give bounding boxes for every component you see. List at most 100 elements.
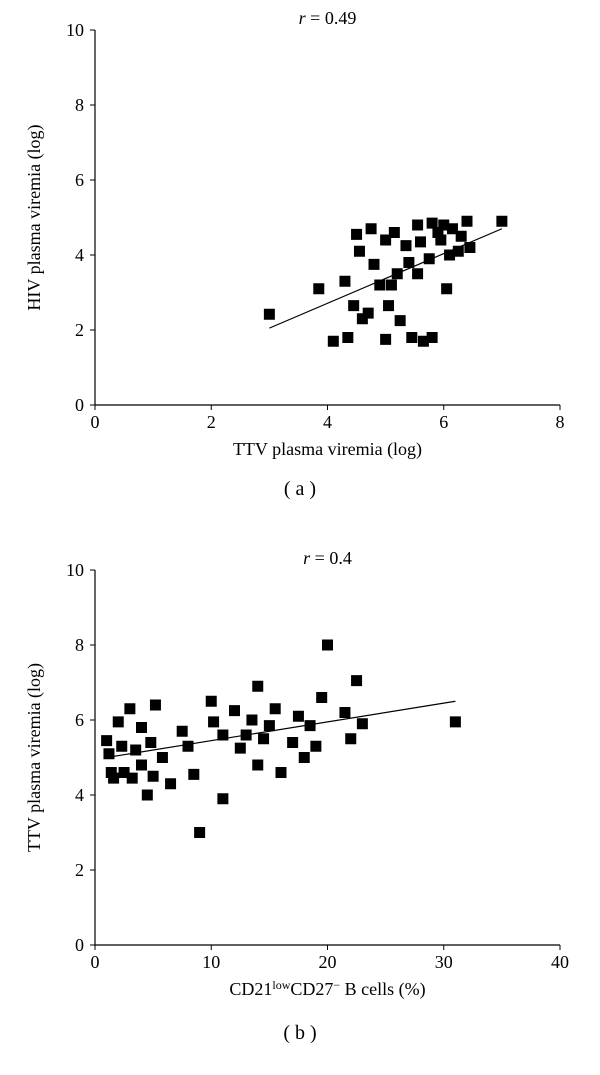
y-tick-label: 6 <box>75 710 84 730</box>
panel-a-svg: 024680246810r = 0.49HIV plasma viremia (… <box>0 0 600 500</box>
x-tick-label: 40 <box>551 952 569 972</box>
data-point <box>217 730 228 741</box>
data-point <box>148 771 159 782</box>
data-point <box>424 253 435 264</box>
data-point <box>235 743 246 754</box>
data-point <box>206 696 217 707</box>
data-point <box>299 752 310 763</box>
r-value: r = 0.49 <box>299 8 357 28</box>
y-tick-label: 2 <box>75 860 84 880</box>
panel-b-label: ( b ) <box>0 1022 600 1045</box>
data-point <box>101 735 112 746</box>
data-point <box>136 722 147 733</box>
data-point <box>313 283 324 294</box>
data-point <box>229 705 240 716</box>
data-point <box>351 229 362 240</box>
y-tick-label: 8 <box>75 95 84 115</box>
y-tick-label: 10 <box>66 560 84 580</box>
data-point <box>403 257 414 268</box>
data-point <box>150 700 161 711</box>
page: 0 2 4 6 8 0 2 4 6 8 10 r = 0.49 HIV plasma viremia (… <box>0 0 600 1070</box>
data-point <box>217 793 228 804</box>
data-point <box>462 216 473 227</box>
data-point <box>264 309 275 320</box>
data-point <box>276 767 287 778</box>
x-tick-label: 20 <box>319 952 337 972</box>
data-point <box>316 692 327 703</box>
y-tick-label: 8 <box>75 635 84 655</box>
y-axis-label: HIV plasma viremia (log) <box>24 124 45 310</box>
y-tick-label: 2 <box>75 320 84 340</box>
x-tick-label: 0 <box>91 412 100 432</box>
data-point <box>116 741 127 752</box>
data-point <box>339 276 350 287</box>
data-point <box>357 718 368 729</box>
data-point <box>208 716 219 727</box>
data-point <box>130 745 141 756</box>
r-value: r = 0.4 <box>303 548 352 568</box>
data-point <box>241 730 252 741</box>
data-point <box>389 227 400 238</box>
y-tick-label: 6 <box>75 170 84 190</box>
x-tick-label: 4 <box>323 412 332 432</box>
data-point <box>363 308 374 319</box>
data-point <box>386 280 397 291</box>
panel-b-svg: 0102030400246810r = 0.4TTV plasma viremi… <box>0 540 600 1040</box>
data-point <box>406 332 417 343</box>
data-point <box>194 827 205 838</box>
data-point <box>177 726 188 737</box>
data-point <box>496 216 507 227</box>
data-point <box>441 283 452 294</box>
x-tick-label: 2 <box>207 412 216 432</box>
x-axis-label: TTV plasma viremia (log) <box>233 439 422 460</box>
panel-a-label: ( a ) <box>0 478 600 501</box>
data-point <box>456 231 467 242</box>
x-tick-label: 6 <box>439 412 448 432</box>
data-point <box>412 220 423 231</box>
data-point <box>427 332 438 343</box>
data-point <box>142 790 153 801</box>
data-point <box>366 223 377 234</box>
data-point <box>464 242 475 253</box>
data-point <box>183 741 194 752</box>
data-point <box>342 332 353 343</box>
data-point <box>435 235 446 246</box>
data-point <box>270 703 281 714</box>
y-tick-label: 0 <box>75 935 84 955</box>
data-point <box>246 715 257 726</box>
data-point <box>258 733 269 744</box>
data-point <box>252 681 263 692</box>
data-point <box>188 769 199 780</box>
y-tick-label: 0 <box>75 395 84 415</box>
data-point <box>287 737 298 748</box>
data-point <box>345 733 356 744</box>
data-point <box>383 300 394 311</box>
data-point <box>322 640 333 651</box>
data-point <box>412 268 423 279</box>
data-point <box>136 760 147 771</box>
data-point <box>165 778 176 789</box>
x-axis-label: CD21lowCD27− B cells (%) <box>229 978 425 1000</box>
data-point <box>293 711 304 722</box>
data-point <box>103 748 114 759</box>
data-point <box>374 280 385 291</box>
data-point <box>351 675 362 686</box>
data-point <box>108 773 119 784</box>
data-point <box>415 236 426 247</box>
y-tick-label: 4 <box>75 785 84 805</box>
panel-b: 0102030400246810r = 0.4TTV plasma viremi… <box>0 540 600 1075</box>
data-point <box>157 752 168 763</box>
y-tick-label: 4 <box>75 245 84 265</box>
x-tick-label: 10 <box>202 952 220 972</box>
data-point <box>450 716 461 727</box>
data-point <box>339 707 350 718</box>
data-point <box>328 336 339 347</box>
x-tick-label: 8 <box>556 412 565 432</box>
data-point <box>145 737 156 748</box>
data-point <box>124 703 135 714</box>
data-point <box>392 268 403 279</box>
data-point <box>400 240 411 251</box>
panel-a: 024680246810r = 0.49HIV plasma viremia (… <box>0 0 600 535</box>
data-point <box>305 720 316 731</box>
y-axis-label: TTV plasma viremia (log) <box>24 663 45 852</box>
